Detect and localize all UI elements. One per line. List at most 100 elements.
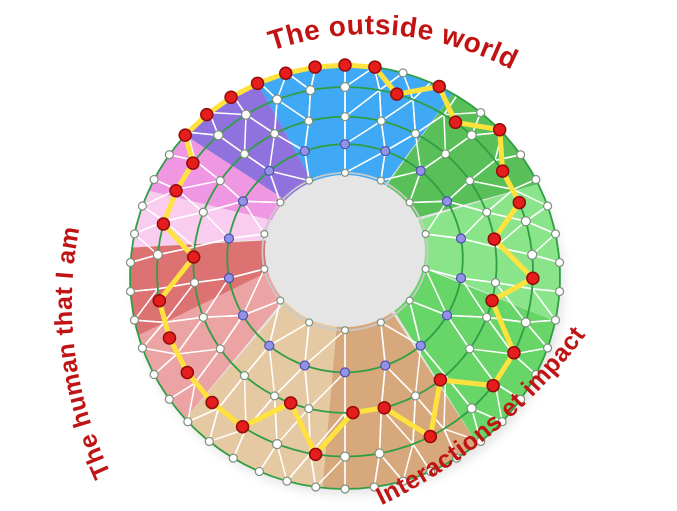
white-node	[213, 130, 224, 141]
white-node	[421, 264, 430, 274]
mesh-line	[384, 133, 416, 152]
mesh-line	[409, 200, 448, 204]
purple-node	[237, 196, 249, 207]
white-node	[276, 198, 285, 207]
red-node	[152, 293, 167, 308]
mesh-line	[243, 375, 247, 429]
mesh-line	[219, 180, 244, 202]
red-node	[180, 365, 195, 380]
red-node	[368, 60, 382, 74]
white-node	[305, 318, 314, 327]
red-node	[485, 293, 499, 308]
white-node	[421, 229, 430, 239]
mesh-line	[134, 319, 165, 324]
white-node	[137, 343, 148, 353]
mesh-line	[380, 365, 387, 409]
white-node	[490, 278, 501, 288]
graph-nodes	[125, 58, 565, 494]
mesh-line	[194, 277, 230, 284]
mesh-line	[242, 200, 266, 235]
mesh-line	[425, 233, 462, 240]
mesh-line	[276, 98, 310, 122]
mesh-line	[408, 300, 422, 346]
mesh-line	[344, 89, 381, 118]
mesh-line	[409, 299, 448, 317]
mesh-line	[274, 364, 306, 397]
white-node	[369, 482, 379, 492]
mesh-line	[217, 375, 246, 409]
mesh-line	[469, 348, 496, 384]
mesh-line	[268, 133, 276, 171]
mesh-line	[258, 443, 278, 472]
white-node	[198, 312, 208, 322]
red-node	[308, 447, 323, 462]
mesh-line	[380, 322, 387, 366]
mesh-line	[163, 282, 196, 323]
white-node	[125, 257, 136, 268]
mesh-line	[380, 98, 414, 122]
white-node	[276, 296, 285, 305]
white-node	[149, 369, 159, 380]
mesh-line	[164, 316, 204, 324]
sector-tan-dark	[322, 312, 478, 489]
white-node	[305, 176, 314, 185]
mesh-line	[194, 348, 221, 384]
mesh-line	[402, 443, 414, 482]
mesh-line	[378, 452, 404, 482]
white-node	[465, 176, 475, 186]
red-node	[486, 378, 500, 393]
mesh-line	[402, 72, 414, 100]
label-human-that-i-am-text: The human that I am	[50, 224, 116, 483]
red-node	[390, 87, 404, 101]
red-node	[235, 420, 250, 434]
white-node	[340, 326, 350, 335]
white-node	[204, 436, 214, 447]
white-node	[183, 417, 193, 427]
white-node	[410, 129, 421, 139]
mesh-line	[187, 131, 219, 136]
white-node	[516, 394, 526, 404]
mesh-line	[380, 321, 422, 347]
purple-node	[415, 340, 426, 351]
white-node	[340, 484, 350, 494]
white-node	[466, 403, 477, 414]
white-node	[269, 391, 280, 401]
white-node	[527, 249, 538, 260]
mesh-line	[232, 428, 247, 459]
label-outside-world: The outside world	[264, 9, 523, 75]
white-node	[137, 201, 148, 211]
purple-node	[441, 196, 453, 207]
mesh-line	[308, 371, 346, 410]
purple-node	[223, 233, 235, 244]
mesh-line	[276, 408, 310, 445]
mesh-line	[460, 237, 496, 248]
red-node	[224, 90, 238, 104]
mesh-line	[460, 211, 488, 239]
mesh-line	[164, 211, 204, 222]
white-node	[550, 315, 561, 325]
mesh-line	[153, 353, 178, 376]
mesh-line	[141, 321, 165, 349]
mesh-line	[194, 237, 230, 248]
mesh-line	[412, 443, 432, 472]
white-node	[398, 68, 408, 78]
white-node	[520, 317, 531, 328]
mesh-line	[379, 72, 404, 91]
white-node	[405, 198, 414, 207]
mesh-line	[486, 316, 526, 324]
mesh-line	[378, 90, 383, 122]
mesh-line	[304, 329, 346, 367]
white-node	[476, 107, 486, 118]
red-node	[200, 107, 214, 122]
white-node	[254, 466, 264, 477]
white-node	[239, 371, 250, 381]
mesh-line	[412, 395, 417, 445]
mesh-line	[187, 407, 219, 423]
mesh-line	[228, 233, 265, 240]
white-node	[340, 112, 350, 122]
mesh-line	[202, 277, 230, 318]
white-node	[305, 85, 316, 96]
purple-node	[264, 340, 275, 351]
mesh-line	[157, 281, 195, 290]
